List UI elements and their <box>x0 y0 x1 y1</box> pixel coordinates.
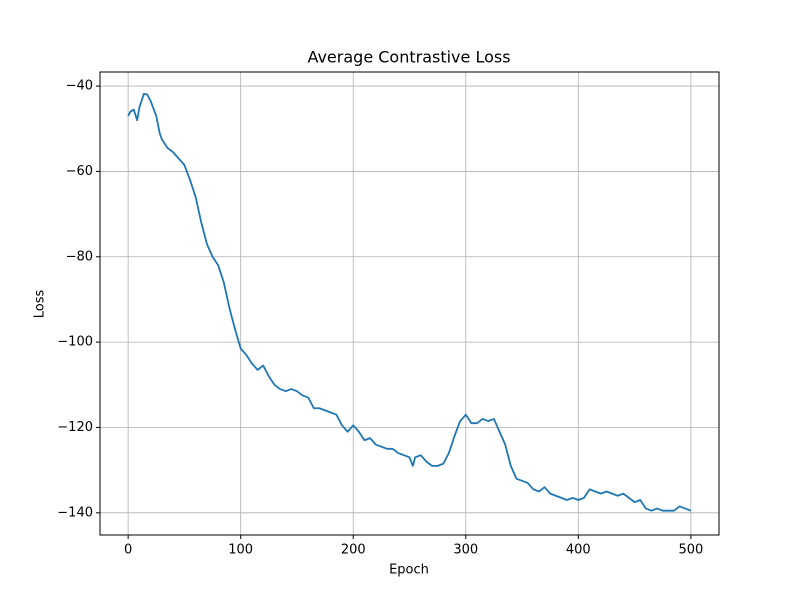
y-tick-label: −140 <box>57 505 93 520</box>
y-tick-label: −60 <box>66 164 93 179</box>
x-tick-label: 300 <box>453 543 478 558</box>
x-tick-label: 500 <box>678 543 703 558</box>
y-tick-label: −100 <box>57 335 93 350</box>
y-tick-label: −80 <box>66 249 93 264</box>
y-tick-label: −120 <box>57 420 93 435</box>
x-tick-label: 400 <box>566 543 591 558</box>
y-axis-label: Loss <box>33 290 48 319</box>
x-axis-label: Epoch <box>389 563 429 578</box>
plot-frame <box>99 71 720 536</box>
chart-title: Average Contrastive Loss <box>307 48 510 67</box>
data-line <box>127 92 692 512</box>
y-tick-label: −40 <box>66 79 93 94</box>
x-tick-label: 0 <box>124 543 132 558</box>
x-tick-label: 200 <box>341 543 366 558</box>
x-tick-label: 100 <box>228 543 253 558</box>
